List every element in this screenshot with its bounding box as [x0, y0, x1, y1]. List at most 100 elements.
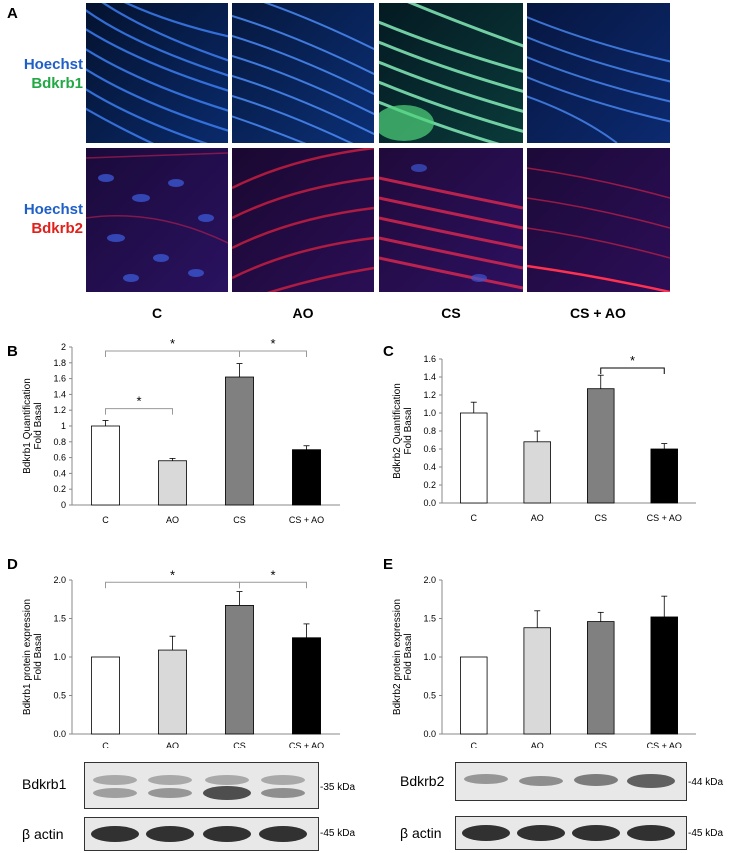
y-tick-label-d: 1.5: [53, 614, 66, 624]
significance-star-b: *: [170, 336, 175, 351]
category-label-c: C: [471, 513, 478, 523]
bar-e: [460, 656, 488, 735]
y-tick-label-b: 0.6: [53, 453, 66, 463]
y-tick-label-c: 1.0: [423, 408, 436, 418]
category-label-b: C: [102, 515, 109, 525]
y-tick-label-b: 0.8: [53, 437, 66, 447]
y-axis-label-b: Fold Basal: [33, 402, 44, 449]
y-tick-label-b: 2: [61, 342, 66, 352]
bar-d: [91, 656, 120, 735]
bar-b: [158, 460, 187, 506]
blot-actin-e: [455, 816, 687, 850]
micrograph-bdkrb1-csao: [527, 3, 670, 143]
significance-bracket-d: [105, 581, 240, 589]
significance-star-d: *: [170, 567, 175, 582]
y-tick-label-c: 0.8: [423, 426, 436, 436]
bar-b: [225, 376, 254, 506]
y-tick-label-c: 1.4: [423, 372, 436, 382]
y-axis-label-e: Bdkrb2 protein expression: [392, 599, 403, 715]
category-label-b: CS + AO: [289, 515, 324, 525]
y-tick-label-c: 0.4: [423, 462, 436, 472]
bar-d: [292, 637, 321, 735]
y-tick-label-e: 0.0: [423, 729, 436, 739]
chart-d: 0.0 0.5 1.0 1.5 2.0 Bdkrb1 protein expression…: [22, 567, 340, 748]
significance-star-d: *: [270, 567, 275, 582]
y-tick-label-b: 0.2: [53, 484, 66, 494]
y-axis-label-e: Fold Basal: [403, 633, 414, 680]
kda-actin-d: -45 kDa: [320, 828, 356, 839]
chart-c: 0.0 0.2 0.4 0.6 0.8 1.0 1.2 1.4 1.6 Bdkrb2 Quanti…: [392, 353, 696, 523]
y-axis-label-c: Bdkrb2 Quantification: [392, 383, 403, 479]
y-tick-label-c: 0.2: [423, 480, 436, 490]
y-tick-label-d: 0.5: [53, 691, 66, 701]
kda-bdkrb2: -44 kDa: [688, 777, 724, 788]
row2-label-bdkrb2: Bdkrb2: [31, 220, 83, 237]
category-label-d: CS: [233, 741, 246, 748]
category-label-d: C: [102, 741, 109, 748]
micrograph-bdkrb1-cs: [379, 3, 523, 143]
category-label-e: AO: [531, 741, 544, 748]
category-label-e: C: [471, 741, 478, 748]
bar-d: [158, 649, 187, 735]
significance-star-b: *: [270, 336, 275, 351]
kda-actin-e: -45 kDa: [688, 828, 724, 839]
panel-letter-c: C: [383, 343, 394, 360]
bar-b: [91, 425, 120, 506]
y-axis-label-b: Bdkrb1 Quantification: [22, 378, 33, 474]
bar-c: [587, 388, 615, 504]
blot-bdkrb2: [455, 762, 687, 801]
y-tick-label-b: 1: [61, 421, 66, 431]
significance-bracket-b: [105, 408, 173, 415]
bar-e: [523, 627, 551, 735]
row1-label-bdkrb1: Bdkrb1: [31, 75, 83, 92]
micrograph-bdkrb1-ao: [232, 3, 374, 143]
category-label-e: CS + AO: [647, 741, 682, 748]
y-tick-label-e: 1.0: [423, 652, 436, 662]
significance-star-c: *: [630, 353, 635, 368]
bar-c: [650, 448, 678, 504]
y-tick-label-d: 0.0: [53, 729, 66, 739]
row1-label: Hoechst Bdkrb1: [5, 55, 83, 93]
significance-star-b: *: [136, 394, 141, 409]
blot-bdkrb1: [84, 762, 319, 809]
bar-c: [460, 412, 488, 504]
row2-label-hoechst: Hoechst: [23, 201, 83, 218]
panel-letter-d: D: [7, 556, 18, 573]
category-label-c: CS + AO: [647, 513, 682, 523]
micrograph-bdkrb2-cs: [379, 148, 523, 292]
significance-bracket-c: [600, 367, 665, 374]
category-label-d: CS + AO: [289, 741, 324, 748]
y-tick-label-b: 1.6: [53, 374, 66, 384]
y-tick-label-c: 0.0: [423, 498, 436, 508]
group-label-ao: AO: [292, 305, 314, 321]
row2-label: Hoechst Bdkrb2: [5, 200, 83, 238]
significance-bracket-d: [239, 581, 307, 589]
bar-d: [225, 605, 254, 735]
y-tick-label-c: 1.2: [423, 390, 436, 400]
y-tick-label-b: 0: [61, 500, 66, 510]
blot-label-actin-e: β actin: [400, 825, 442, 841]
y-tick-label-c: 1.6: [423, 354, 436, 364]
group-label-csao: CS + AO: [570, 305, 626, 321]
bar-e: [650, 616, 678, 735]
category-label-c: CS: [594, 513, 607, 523]
blot-label-actin-d: β actin: [22, 826, 64, 842]
y-tick-label-e: 2.0: [423, 575, 436, 585]
micrograph-bdkrb2-ao: [232, 148, 374, 292]
micrograph-bdkrb2-csao: [527, 148, 670, 292]
y-tick-label-e: 1.5: [423, 614, 436, 624]
chart-e: 0.0 0.5 1.0 1.5 2.0 Bdkrb2 protein expression…: [392, 575, 696, 748]
bar-e: [587, 621, 615, 735]
group-label-c: C: [151, 305, 163, 321]
micrograph-bdkrb2-c: [86, 148, 228, 292]
panel-letter-a: A: [7, 5, 18, 22]
y-tick-label-e: 0.5: [423, 691, 436, 701]
y-tick-label-c: 0.6: [423, 444, 436, 454]
y-axis-label-c: Fold Basal: [403, 407, 414, 454]
y-axis-label-d: Bdkrb1 protein expression: [22, 599, 33, 715]
y-tick-label-b: 1.4: [53, 389, 66, 399]
kda-bdkrb1: -35 kDa: [320, 782, 356, 793]
y-tick-label-d: 1.0: [53, 652, 66, 662]
micrograph-bdkrb1-c: [86, 3, 228, 143]
panel-letter-e: E: [383, 556, 394, 573]
